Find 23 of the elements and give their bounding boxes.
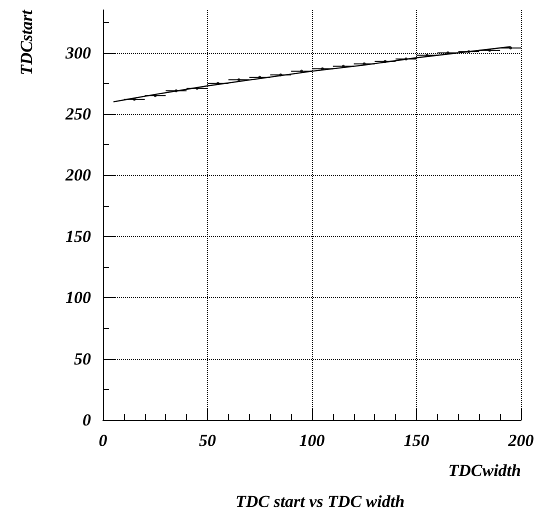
x-tick-label: 150 [404, 431, 430, 450]
y-tick-label: 50 [74, 349, 92, 368]
point [446, 51, 450, 54]
point [342, 64, 345, 68]
point [196, 86, 199, 90]
point [467, 50, 470, 54]
y-tick-label: 100 [66, 288, 92, 308]
point [384, 60, 387, 63]
y-tick-label: 200 [64, 166, 92, 185]
point [509, 46, 512, 50]
x-axis-title: TDCwidth [448, 461, 521, 480]
x-tick-label: 0 [98, 431, 108, 450]
text: TDC start vs TDC width [235, 492, 405, 511]
point [279, 73, 282, 76]
y-tick-label: 300 [64, 43, 92, 62]
y-tick-label: 250 [64, 104, 92, 124]
x-tick-label: 100 [299, 431, 326, 450]
point [216, 82, 220, 85]
y-tick-label: 0 [82, 410, 92, 430]
y-axis-title: TDCstart [17, 8, 36, 76]
x-tick-label: 50 [199, 431, 216, 450]
y-tick-label: 150 [66, 226, 92, 246]
x-tick-label: 200 [507, 431, 534, 450]
